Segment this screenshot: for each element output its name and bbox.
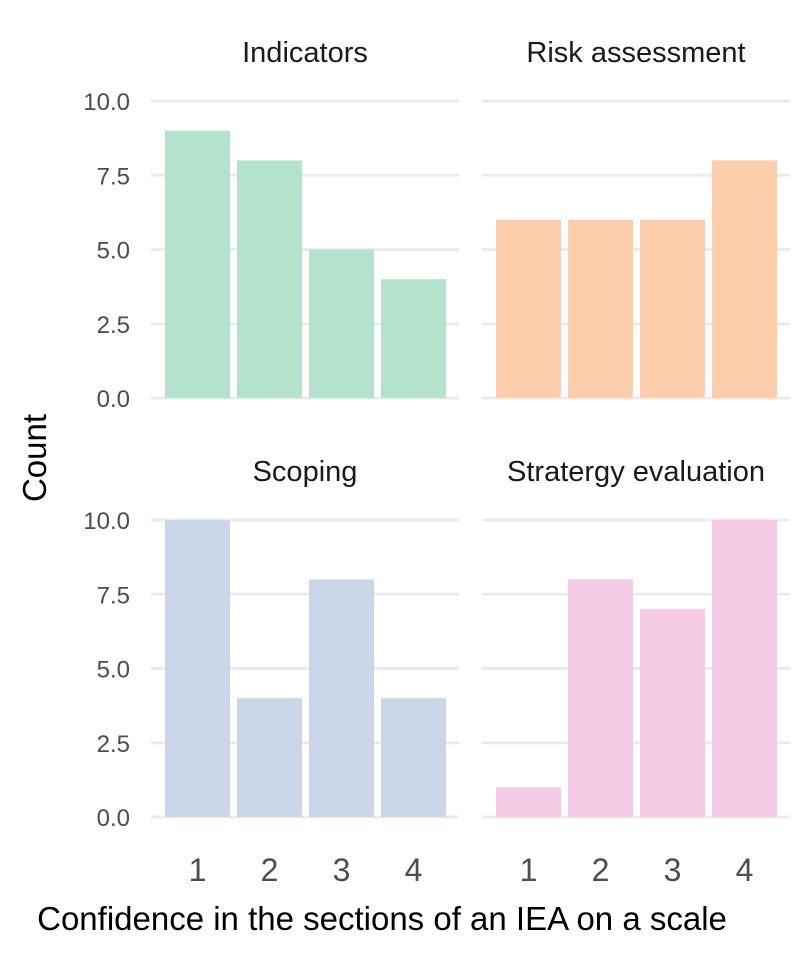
y-tick-label: 7.5: [97, 582, 130, 609]
panel-2: Risk assessment: [482, 37, 790, 400]
bar-2-1: [496, 219, 561, 398]
bar-3-1: [165, 520, 230, 817]
bar-2-4: [712, 160, 777, 398]
bar-3-3: [309, 579, 374, 817]
y-tick-label: 0.0: [97, 386, 130, 413]
y-tick-label: 0.0: [97, 805, 130, 832]
bar-4-4: [712, 520, 777, 817]
panel-3: Scoping 0.0 2.5 5.0 7.5 10.0 1 2 3 4: [83, 456, 459, 888]
y-tick-label: 7.5: [97, 163, 130, 190]
bar-4-2: [568, 579, 633, 817]
panel-1: Indicators 0.0 2.5 5.0 7.5 10.0: [83, 37, 459, 413]
x-tick-label: 2: [592, 852, 610, 888]
bar-4-3: [640, 609, 705, 817]
panel-4: Stratergy evaluation 1 2 3 4: [482, 456, 790, 888]
bar-2-2: [568, 219, 633, 398]
x-tick-label: 4: [405, 852, 423, 888]
y-tick-label: 10.0: [83, 508, 130, 535]
bar-4-1: [496, 787, 561, 817]
x-tick-label: 3: [333, 852, 351, 888]
bar-1-1: [165, 130, 230, 398]
x-tick-label: 2: [261, 852, 279, 888]
bar-1-4: [381, 279, 446, 398]
x-axis-title: Confidence in the sections of an IEA on …: [37, 900, 727, 937]
y-tick-label: 5.0: [97, 657, 130, 684]
x-tick-label: 1: [520, 852, 538, 888]
bar-2-3: [640, 219, 705, 398]
panel-title: Risk assessment: [526, 37, 745, 69]
x-tick-label: 1: [189, 852, 207, 888]
y-axis-title: Count: [16, 414, 53, 502]
y-tick-label: 2.5: [97, 731, 130, 758]
bar-1-2: [237, 160, 302, 398]
y-tick-label: 2.5: [97, 312, 130, 339]
panel-title: Stratergy evaluation: [507, 456, 765, 488]
y-tick-label: 10.0: [83, 89, 130, 116]
x-tick-label: 4: [736, 852, 754, 888]
bar-3-2: [237, 698, 302, 817]
bar-1-3: [309, 249, 374, 398]
panel-title: Scoping: [253, 456, 358, 488]
y-tick-label: 5.0: [97, 238, 130, 265]
x-tick-label: 3: [664, 852, 682, 888]
panel-title: Indicators: [242, 37, 368, 69]
bar-3-4: [381, 698, 446, 817]
